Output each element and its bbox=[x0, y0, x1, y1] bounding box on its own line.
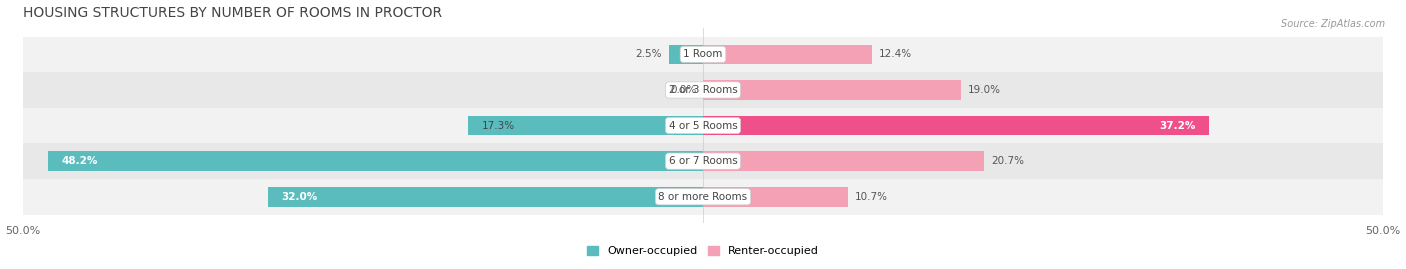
Text: 2.5%: 2.5% bbox=[636, 49, 662, 59]
Bar bbox=[703, 45, 872, 64]
Bar bbox=[22, 37, 1384, 72]
Bar bbox=[22, 72, 1384, 108]
Text: 10.7%: 10.7% bbox=[855, 192, 889, 202]
Text: 1 Room: 1 Room bbox=[683, 49, 723, 59]
Bar bbox=[22, 179, 1384, 215]
Text: 12.4%: 12.4% bbox=[879, 49, 911, 59]
Text: HOUSING STRUCTURES BY NUMBER OF ROOMS IN PROCTOR: HOUSING STRUCTURES BY NUMBER OF ROOMS IN… bbox=[22, 6, 443, 20]
Bar bbox=[269, 187, 703, 207]
Bar bbox=[48, 151, 703, 171]
Text: 19.0%: 19.0% bbox=[969, 85, 1001, 95]
Bar bbox=[22, 143, 1384, 179]
Bar bbox=[703, 116, 1209, 135]
Bar bbox=[703, 151, 984, 171]
Text: 32.0%: 32.0% bbox=[281, 192, 318, 202]
Text: Source: ZipAtlas.com: Source: ZipAtlas.com bbox=[1281, 19, 1385, 29]
Bar bbox=[468, 116, 703, 135]
Bar bbox=[703, 80, 962, 100]
Text: 6 or 7 Rooms: 6 or 7 Rooms bbox=[669, 156, 737, 166]
Bar bbox=[669, 45, 703, 64]
Legend: Owner-occupied, Renter-occupied: Owner-occupied, Renter-occupied bbox=[582, 242, 824, 261]
Bar bbox=[22, 108, 1384, 143]
Text: 48.2%: 48.2% bbox=[62, 156, 97, 166]
Text: 37.2%: 37.2% bbox=[1159, 121, 1195, 130]
Bar bbox=[703, 187, 848, 207]
Text: 8 or more Rooms: 8 or more Rooms bbox=[658, 192, 748, 202]
Text: 20.7%: 20.7% bbox=[991, 156, 1024, 166]
Text: 17.3%: 17.3% bbox=[481, 121, 515, 130]
Text: 0.0%: 0.0% bbox=[669, 85, 696, 95]
Text: 2 or 3 Rooms: 2 or 3 Rooms bbox=[669, 85, 737, 95]
Text: 4 or 5 Rooms: 4 or 5 Rooms bbox=[669, 121, 737, 130]
